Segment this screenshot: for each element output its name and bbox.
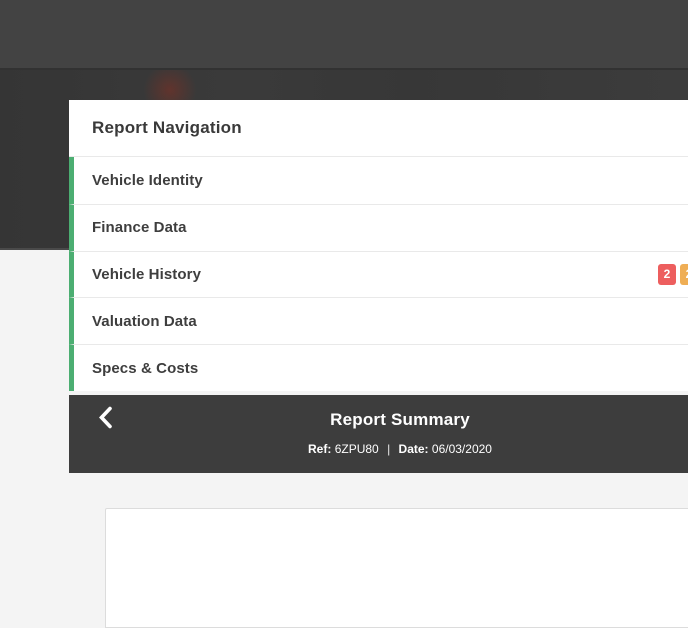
nav-item-specs-costs[interactable]: Specs & Costs [69, 344, 688, 391]
nav-item-label: Vehicle History [92, 265, 202, 283]
date-value: 06/03/2020 [431, 442, 492, 456]
refline-separator: | [387, 442, 391, 456]
date-label: Date: [398, 442, 429, 456]
chevron-left-icon [98, 406, 113, 432]
nav-item-vehicle-history[interactable]: Vehicle History 2 2 [69, 250, 688, 298]
nav-item-vehicle-identity[interactable]: Vehicle Identity [69, 157, 688, 204]
panel-header: Report Navigation [69, 100, 688, 157]
summary-title: Report Summary [330, 410, 470, 429]
back-button[interactable] [91, 405, 119, 433]
content-card [105, 508, 688, 628]
nav-item-label: Finance Data [92, 219, 187, 237]
summary-refline: Ref: 6ZPU80 | Date: 06/03/2020 [69, 441, 688, 457]
badge-group: 2 2 [658, 252, 688, 298]
nav-item-finance-data[interactable]: Finance Data [69, 203, 688, 251]
report-summary-bar: Report Summary Ref: 6ZPU80 | Date: 06/03… [69, 395, 688, 473]
count-badge-red: 2 [658, 263, 676, 285]
panel-title: Report Navigation [92, 118, 242, 137]
count-badge-amber: 2 [680, 263, 688, 285]
nav-item-valuation-data[interactable]: Valuation Data [69, 297, 688, 345]
nav-item-label: Specs & Costs [92, 359, 199, 377]
top-bar [0, 0, 688, 70]
report-navigation-panel: Report Navigation Vehicle Identity Finan… [69, 100, 688, 391]
nav-item-label: Vehicle Identity [92, 171, 203, 189]
ref-value: 6ZPU80 [334, 442, 379, 456]
ref-label: Ref: [308, 442, 332, 456]
nav-item-label: Valuation Data [92, 312, 197, 330]
